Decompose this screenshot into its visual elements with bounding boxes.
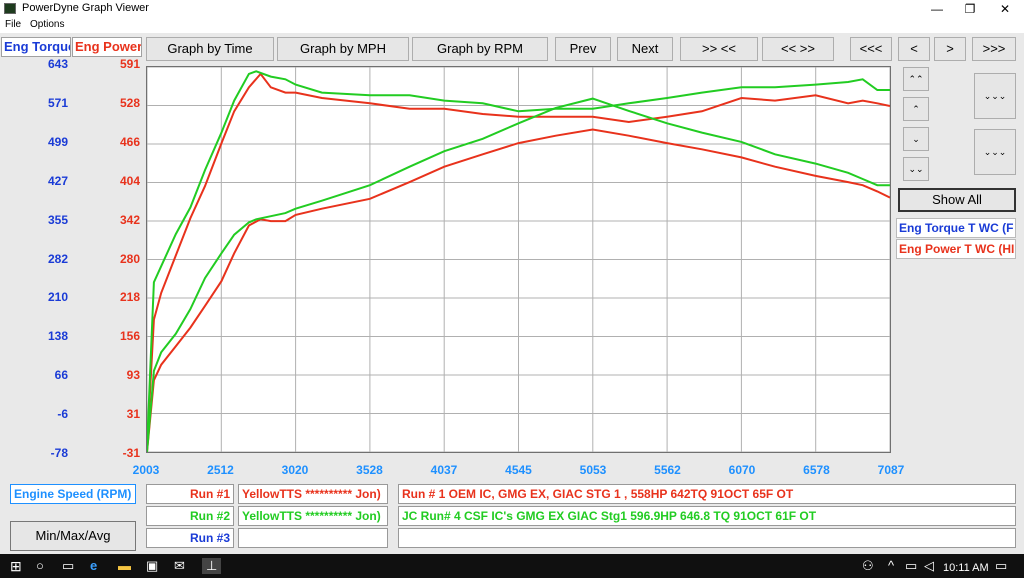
series-run-1-eng-torque	[146, 72, 891, 448]
torque-axis-tick: 66	[54, 368, 68, 383]
scroll-down-fast-button[interactable]: ⌄⌄	[903, 157, 929, 181]
series-run-2-eng-power	[146, 97, 890, 453]
torque-axis-tick: 355	[47, 212, 68, 227]
rpm-axis-tick: 7087	[877, 463, 905, 477]
rpm-axis-tick: 3020	[281, 463, 309, 477]
scale-down-a-button[interactable]: ⌄⌄⌄	[974, 73, 1016, 119]
title-bar: PowerDyne Graph Viewer — ❐ ✕	[0, 0, 1024, 18]
run-1-name: YellowTTS ********** Jon)	[238, 484, 388, 504]
torque-axis-tick: 427	[47, 173, 68, 188]
mail-icon[interactable]: ✉	[174, 558, 185, 573]
menu-file[interactable]: File	[5, 19, 22, 30]
power-axis-tick: 466	[119, 134, 140, 149]
app-area: Eng Torque Eng Power 643 571 499 427 355 282 2…	[0, 33, 1024, 554]
run-2-description: JC Run# 4 CSF IC's GMG EX GIAC Stg1 596.…	[398, 506, 1016, 526]
people-icon[interactable]: ⚇	[862, 558, 874, 573]
power-axis-tick: 31	[126, 407, 140, 422]
torque-axis-tick: 282	[47, 251, 68, 266]
power-axis-tick: 591	[119, 57, 140, 71]
torque-axis-tick: 571	[47, 95, 68, 110]
torque-axis-tick: 210	[47, 290, 68, 305]
power-axis-header: Eng Power	[72, 37, 142, 57]
menu-bar: File Options	[0, 18, 1024, 33]
network-icon[interactable]: ▭	[905, 558, 918, 573]
app-icon	[4, 3, 16, 14]
torque-axis-tick: -78	[50, 446, 68, 460]
run-3-label[interactable]: Run #3	[146, 528, 234, 548]
graph-by-mph-button[interactable]: Graph by MPH	[277, 37, 409, 61]
minimize-button[interactable]: —	[931, 2, 943, 16]
scroll-right-button[interactable]: >	[934, 37, 966, 61]
torque-axis-tick: 643	[47, 57, 68, 71]
scale-down-b-button[interactable]: ⌄⌄⌄	[974, 129, 1016, 175]
dyno-chart	[146, 66, 891, 453]
torque-axis-tick: -6	[57, 407, 68, 422]
power-axis-tick: -31	[122, 446, 140, 460]
prev-button[interactable]: Prev	[555, 37, 611, 61]
series-run-1-eng-power	[146, 128, 891, 453]
window-title: PowerDyne Graph Viewer	[22, 2, 149, 14]
show-all-button[interactable]: Show All	[898, 188, 1016, 212]
rpm-axis-tick: 4037	[430, 463, 458, 477]
plot-area	[146, 66, 891, 453]
task-view-icon[interactable]: ▭	[62, 558, 75, 573]
min-max-avg-button[interactable]: Min/Max/Avg	[10, 521, 136, 551]
torque-axis-header: Eng Torque	[1, 37, 71, 57]
run-2-label[interactable]: Run #2	[146, 506, 234, 526]
torque-axis-tick: 138	[47, 329, 68, 344]
file-explorer-icon[interactable]: ▬	[118, 558, 131, 573]
next-button[interactable]: Next	[617, 37, 673, 61]
store-icon[interactable]: ▣	[146, 558, 159, 573]
run-1-description: Run # 1 OEM IC, GMG EX, GIAC STG 1 , 558…	[398, 484, 1016, 504]
rpm-axis-tick: 5562	[654, 463, 681, 477]
torque-axis-tick: 499	[47, 134, 68, 149]
power-axis-tick: 156	[119, 329, 140, 344]
x-axis-label[interactable]: Engine Speed (RPM)	[10, 484, 136, 504]
power-axis-tick: 404	[119, 173, 140, 188]
series-run-2-eng-torque	[146, 70, 890, 448]
rpm-axis-tick: 2003	[132, 463, 160, 477]
zoom-in-button[interactable]: >> <<	[680, 37, 758, 61]
legend-torque[interactable]: Eng Torque T WC (F	[896, 218, 1016, 238]
rpm-axis-tick: 3528	[356, 463, 383, 477]
notifications-icon[interactable]: ▭	[995, 558, 1008, 573]
legend-power[interactable]: Eng Power T WC (HI	[896, 239, 1016, 259]
graph-by-time-button[interactable]: Graph by Time	[146, 37, 274, 61]
run-2-name: YellowTTS ********** Jon)	[238, 506, 388, 526]
power-axis-tick: 280	[119, 251, 140, 266]
windows-start-icon[interactable]: ⊞	[10, 558, 22, 574]
scroll-far-right-button[interactable]: >>>	[972, 37, 1016, 61]
volume-icon[interactable]: ◁	[924, 558, 934, 573]
rpm-axis-tick: 5053	[579, 463, 607, 477]
power-axis-tick: 342	[119, 212, 140, 227]
run-3-name	[238, 528, 388, 548]
menu-options[interactable]: Options	[30, 19, 65, 30]
power-axis-tick: 218	[119, 290, 140, 305]
scroll-up-button[interactable]: ⌃	[903, 97, 929, 121]
power-axis-tick: 528	[119, 95, 140, 110]
restore-button[interactable]: ❐	[964, 2, 976, 16]
search-icon[interactable]: ○	[36, 558, 44, 573]
close-button[interactable]: ✕	[999, 2, 1011, 16]
powerdyne-taskbar-icon[interactable]: ⊥	[202, 558, 222, 574]
scroll-left-button[interactable]: <	[898, 37, 930, 61]
zoom-out-button[interactable]: << >>	[762, 37, 834, 61]
run-3-description	[398, 528, 1016, 548]
taskbar-clock[interactable]: 10:11 AM	[943, 562, 989, 574]
run-1-label[interactable]: Run #1	[146, 484, 234, 504]
scroll-up-fast-button[interactable]: ⌃⌃	[903, 67, 929, 91]
scroll-far-left-button[interactable]: <<<	[850, 37, 892, 61]
rpm-axis-tick: 2512	[207, 463, 234, 477]
graph-by-rpm-button[interactable]: Graph by RPM	[412, 37, 548, 61]
rpm-axis-tick: 6578	[803, 463, 830, 477]
scroll-down-button[interactable]: ⌄	[903, 127, 929, 151]
edge-browser-icon[interactable]: e	[90, 558, 98, 573]
rpm-axis-tick: 4545	[505, 463, 532, 477]
tray-up-arrow-icon[interactable]: ^	[888, 558, 895, 573]
power-axis-tick: 93	[126, 368, 140, 383]
rpm-axis-tick: 6070	[728, 463, 756, 477]
taskbar: ⊞ ○ ▭ e ▬ ▣ ✉ ⊥ ⚇ ^ ▭ ◁ 10:11 AM ▭	[0, 554, 1024, 578]
